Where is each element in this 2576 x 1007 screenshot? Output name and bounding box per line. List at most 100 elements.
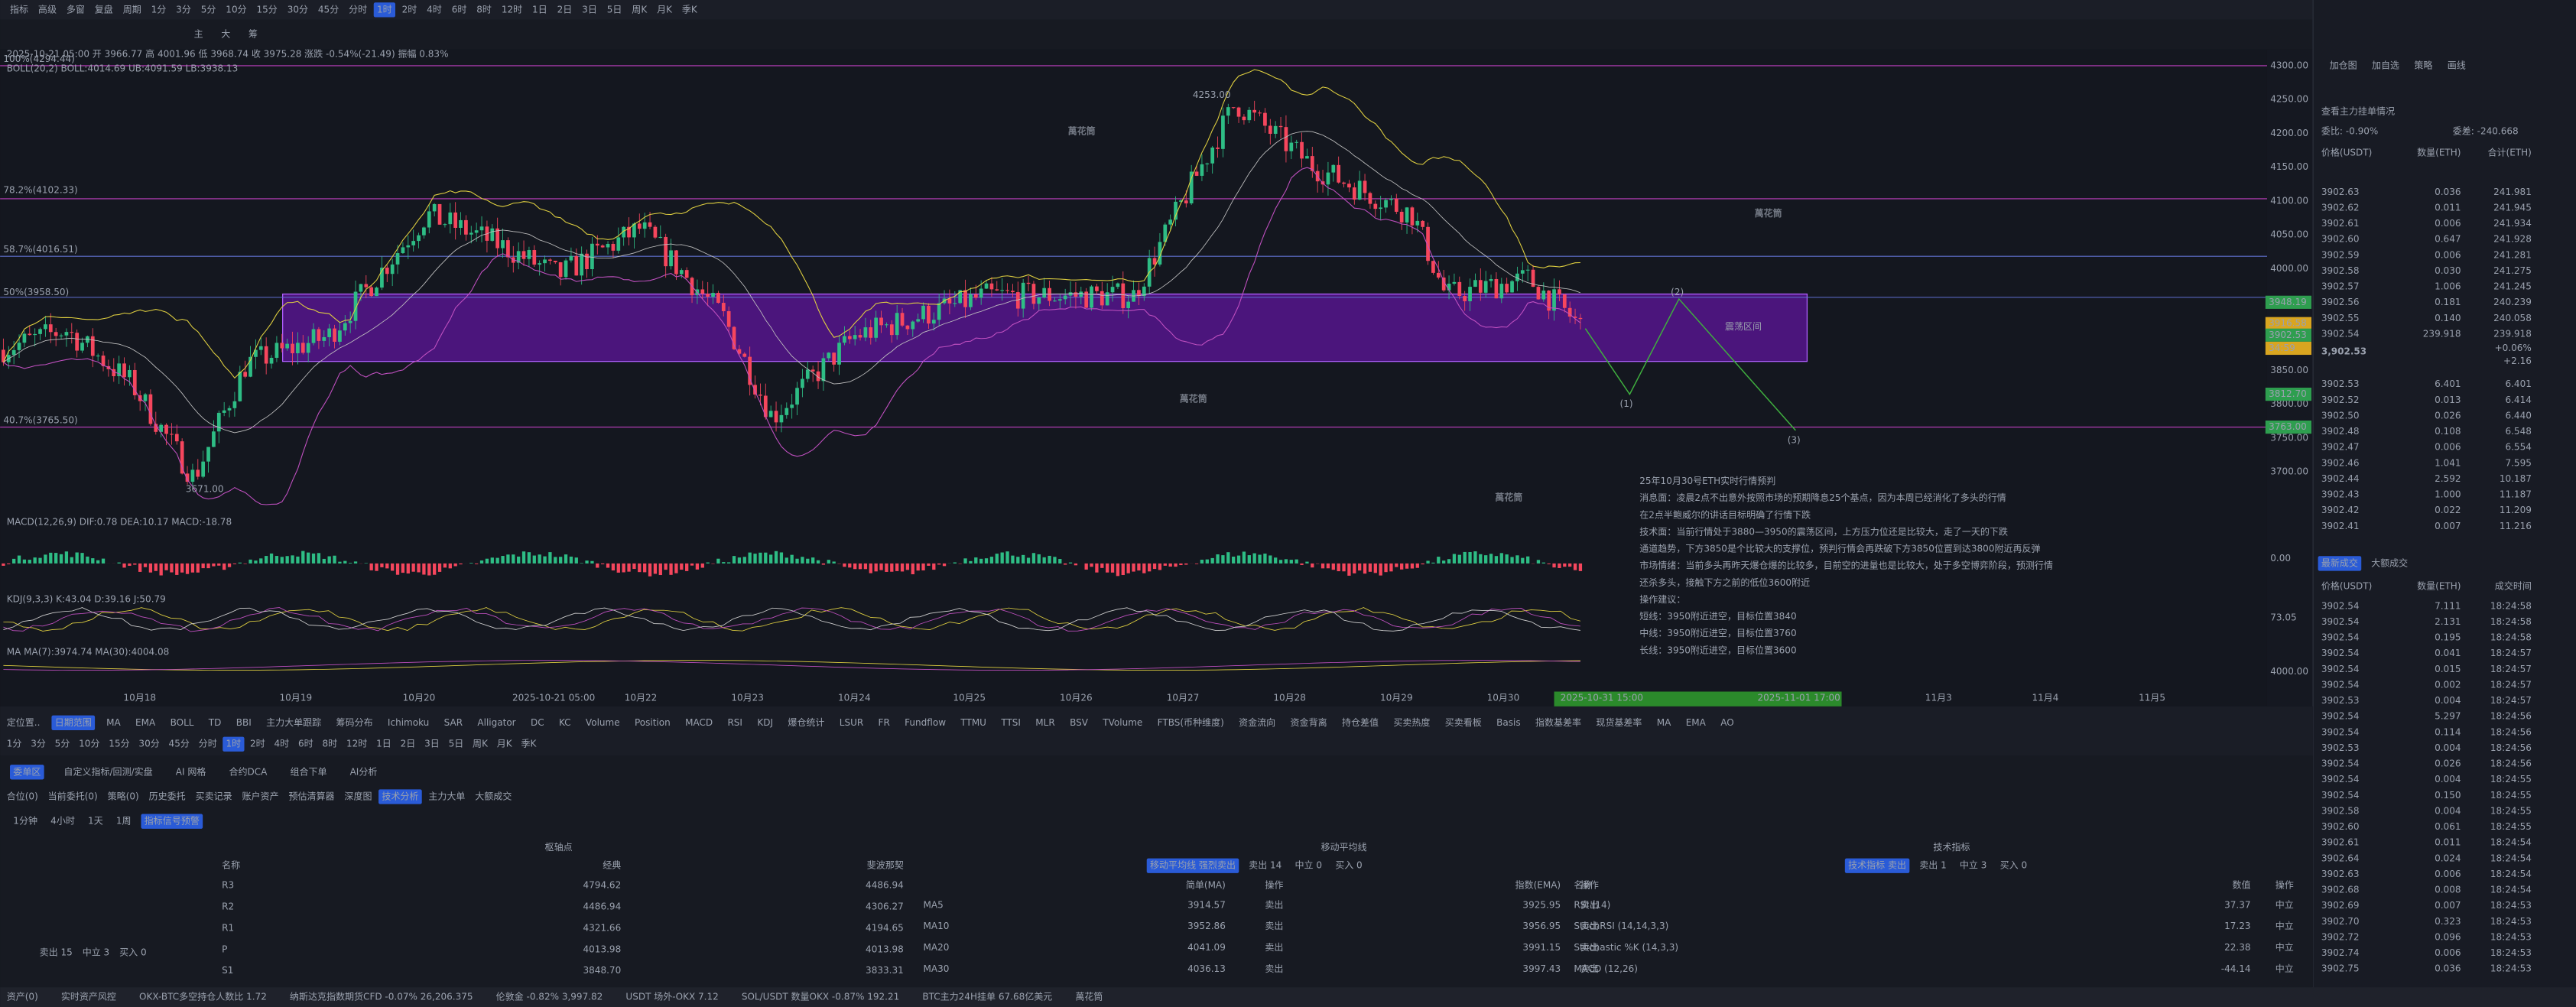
period-tab[interactable]: 周K — [473, 739, 489, 749]
toolbar-item[interactable]: 周期 — [123, 4, 141, 15]
sub-tab[interactable]: 大额成交 — [475, 790, 512, 801]
toolbar-item[interactable]: 4时 — [427, 4, 442, 15]
table-tab[interactable]: 卖出 14 — [1249, 860, 1282, 871]
indicator-tab[interactable]: Ichimoku — [388, 717, 429, 728]
table-tab[interactable]: 中立 0 — [1295, 859, 1323, 871]
control[interactable]: 1周 — [116, 816, 132, 827]
toolbar-item[interactable]: 2时 — [402, 4, 417, 15]
table-tab[interactable]: 移动平均线 强烈卖出 — [1150, 860, 1236, 871]
trade-tab[interactable]: 大额成交 — [2371, 557, 2408, 568]
period-tab[interactable]: 3分 — [31, 739, 46, 749]
control[interactable]: 1分钟 — [13, 815, 37, 827]
indicator-tab[interactable]: SAR — [444, 717, 463, 728]
toolbar-item[interactable]: 12时 — [502, 4, 522, 15]
panel-tab[interactable]: 组合下单 — [290, 765, 326, 777]
indicator-tab[interactable]: TVolume — [1102, 717, 1142, 728]
sub-tab[interactable]: 主力大单 — [428, 791, 465, 801]
control[interactable]: 1天 — [88, 816, 103, 827]
indicator-tab[interactable]: FR — [879, 717, 890, 728]
toolbar-item[interactable]: 2日 — [557, 4, 573, 15]
toolbar-item[interactable]: 45分 — [318, 4, 339, 15]
table-tab[interactable]: 卖出 1 — [1919, 860, 1947, 871]
indicator-tab[interactable]: 指数基差率 — [1535, 716, 1581, 728]
indicator-tab[interactable]: Volume — [586, 717, 620, 728]
sub-tab[interactable]: 当前委托(0) — [48, 790, 98, 801]
sub-tab[interactable]: 技术分析 — [382, 791, 418, 801]
indicator-tab[interactable]: 现货基差率 — [1596, 716, 1642, 728]
panel-tab[interactable]: 自定义指标/回测/实盘 — [63, 765, 152, 777]
indicator-tab[interactable]: MA — [106, 717, 121, 728]
toolbar-item[interactable]: 高级 — [38, 3, 57, 15]
indicator-tab[interactable]: FTBS(币种维度) — [1158, 716, 1224, 728]
indicator-tab[interactable]: 资金流向 — [1239, 716, 1275, 728]
table-tab[interactable]: 买入 0 — [1335, 860, 1363, 871]
toolbar-item[interactable]: 季K — [682, 4, 698, 15]
indicator-tab[interactable]: DC — [531, 717, 544, 728]
indicator-tab[interactable]: 买卖热度 — [1393, 716, 1430, 728]
toolbar-item[interactable]: 10分 — [226, 4, 246, 15]
sub-tab[interactable]: 历史委托 — [149, 791, 186, 801]
toolbar-item[interactable]: 1日 — [532, 4, 547, 15]
period-tab[interactable]: 12时 — [346, 739, 367, 749]
indicator-tab[interactable]: TTMU — [960, 717, 986, 728]
indicator-tab[interactable]: AO — [1720, 717, 1733, 728]
draw-tool[interactable]: 大 — [221, 29, 230, 40]
indicator-tab[interactable]: 持仓差值 — [1342, 716, 1379, 728]
toolbar-item[interactable]: 5日 — [607, 4, 622, 15]
panel-tab[interactable]: 委单区 — [13, 766, 41, 777]
indicator-tab[interactable]: 筹码分布 — [336, 717, 373, 728]
period-tab[interactable]: 月K — [497, 739, 513, 749]
toolbar-item[interactable]: 多窗 — [67, 4, 85, 15]
period-tab[interactable]: 5分 — [55, 739, 70, 749]
panel-button[interactable]: 加自选 — [2372, 60, 2399, 70]
table-tab[interactable]: 技术指标 卖出 — [1848, 859, 1906, 871]
period-tab[interactable]: 5日 — [449, 739, 464, 749]
indicator-tab[interactable]: TD — [208, 717, 222, 728]
toolbar-item[interactable]: 30分 — [287, 4, 308, 15]
period-tab[interactable]: 季K — [521, 739, 538, 749]
panel-button[interactable]: 画线 — [2448, 60, 2466, 70]
indicator-tab[interactable]: TTSI — [1000, 717, 1021, 728]
indicator-tab[interactable]: BBI — [236, 717, 252, 728]
panel-tab[interactable]: 合约DCA — [229, 765, 268, 777]
period-tab[interactable]: 1分 — [7, 739, 22, 749]
period-tab[interactable]: 分时 — [199, 739, 217, 749]
indicator-tab[interactable]: MA — [1657, 717, 1671, 728]
toolbar-item[interactable]: 周K — [632, 4, 648, 15]
period-tab[interactable]: 10分 — [79, 739, 99, 749]
period-tab[interactable]: 1日 — [376, 739, 391, 749]
period-tab[interactable]: 4时 — [274, 739, 290, 749]
sub-tab[interactable]: 合位(0) — [7, 790, 38, 801]
sub-tab[interactable]: 买卖记录 — [196, 791, 232, 801]
indicator-tab[interactable]: BOLL — [171, 717, 194, 728]
sub-tab[interactable]: 深度图 — [344, 790, 372, 801]
sub-tab[interactable]: 预估清算器 — [288, 790, 334, 801]
indicator-tab[interactable]: EMA — [1686, 717, 1707, 728]
indicator-tab[interactable]: BSV — [1070, 717, 1089, 728]
period-tab[interactable]: 2日 — [401, 739, 416, 749]
indicator-tab[interactable]: 资金背离 — [1291, 716, 1327, 728]
table-tab[interactable]: 中立 3 — [1960, 859, 1987, 871]
sub-tab[interactable]: 账户资产 — [242, 790, 279, 801]
indicator-tab[interactable]: Fundflow — [905, 717, 946, 728]
panel-tab[interactable]: AI 网格 — [176, 765, 206, 777]
period-tab[interactable]: 30分 — [138, 739, 159, 749]
indicator-tab[interactable]: KC — [559, 717, 571, 728]
indicator-tab[interactable]: RSI — [727, 717, 742, 728]
control[interactable]: 4小时 — [50, 816, 75, 827]
indicator-tab[interactable]: Alligator — [477, 717, 515, 728]
period-tab[interactable]: 45分 — [169, 739, 190, 749]
indicator-tab[interactable]: 主力大单跟踪 — [266, 717, 321, 728]
toolbar-item[interactable]: 月K — [657, 4, 673, 15]
toolbar-item[interactable]: 15分 — [257, 4, 278, 15]
draw-tool[interactable]: 主 — [194, 29, 203, 40]
panel-tab[interactable]: AI分析 — [350, 766, 378, 777]
indicator-tab[interactable]: Basis — [1496, 717, 1520, 728]
control[interactable]: 指标信号预警 — [145, 815, 200, 827]
sub-tab[interactable]: 策略(0) — [108, 790, 139, 801]
indicator-tab[interactable]: 爆仓统计 — [788, 717, 824, 728]
panel-button[interactable]: 加仓图 — [2330, 60, 2357, 70]
toolbar-item[interactable]: 1时 — [377, 4, 392, 15]
period-tab[interactable]: 2时 — [250, 739, 265, 749]
indicator-tab[interactable]: KDJ — [757, 717, 773, 728]
